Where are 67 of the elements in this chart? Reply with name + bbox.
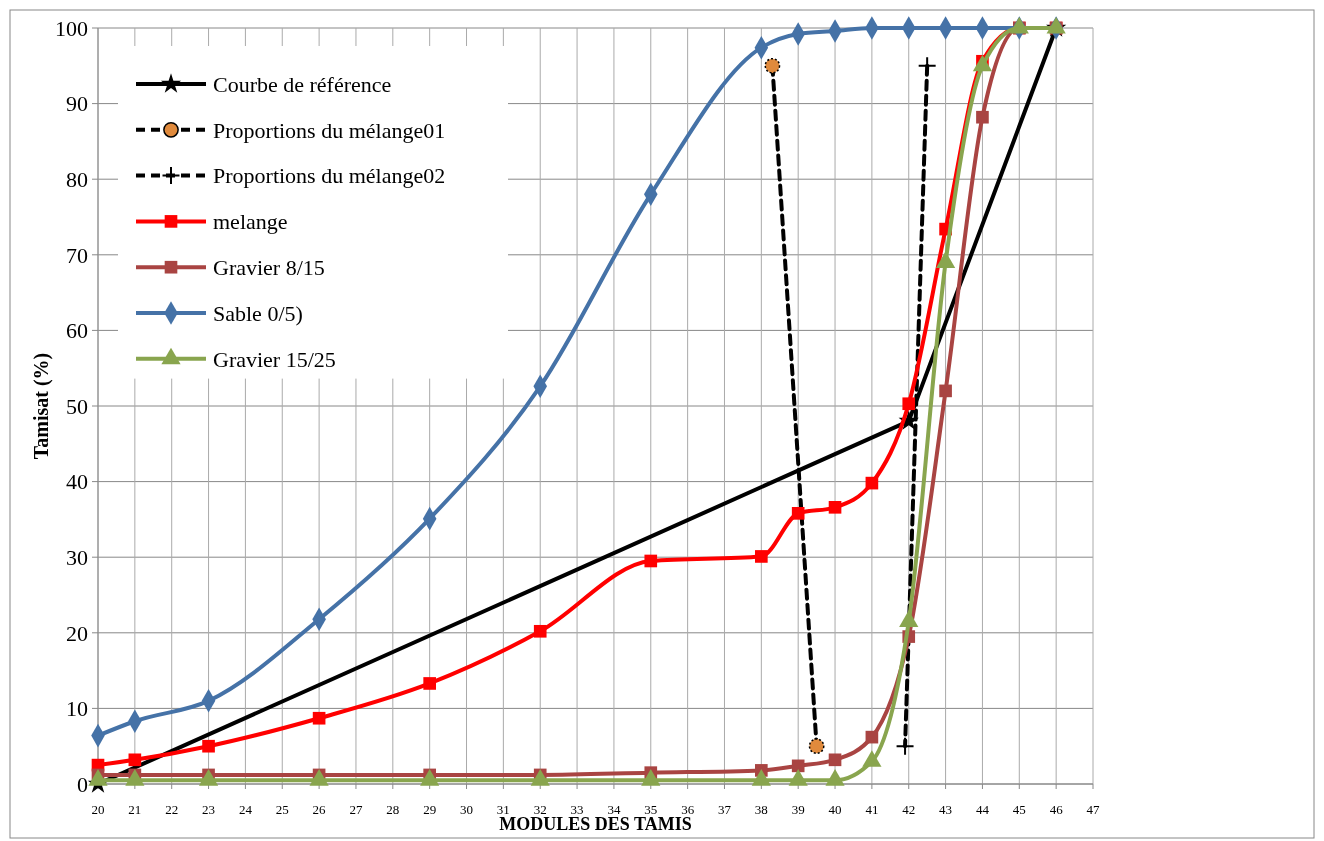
x-tick-label: 42 xyxy=(902,802,916,817)
x-axis-title: MODULES DES TAMIS xyxy=(499,814,692,834)
legend-label: Proportions du mélange02 xyxy=(213,163,446,189)
x-tick-label: 43 xyxy=(939,802,953,817)
point xyxy=(312,711,326,725)
x-tick-label: 32 xyxy=(533,802,547,817)
y-tick-label: 10 xyxy=(66,696,88,722)
point xyxy=(902,397,916,411)
legend-label: Sable 0/5) xyxy=(213,300,303,326)
x-tick-label: 38 xyxy=(754,802,768,817)
y-tick-label: 60 xyxy=(66,318,88,344)
y-tick-label: 80 xyxy=(66,166,88,192)
point xyxy=(895,736,915,756)
y-tick-label: 70 xyxy=(66,242,88,268)
x-tick-label: 35 xyxy=(644,802,658,817)
x-tick-label: 20 xyxy=(91,802,105,817)
point xyxy=(791,759,805,773)
x-tick-label: 26 xyxy=(312,802,327,817)
y-tick-label: 30 xyxy=(66,544,88,570)
point xyxy=(828,753,842,767)
x-tick-label: 22 xyxy=(165,802,179,817)
x-tick-label: 28 xyxy=(386,802,400,817)
point xyxy=(865,476,879,490)
x-tick-label: 37 xyxy=(717,802,732,817)
point xyxy=(764,57,781,74)
y-tick-label: 40 xyxy=(66,469,88,495)
point xyxy=(202,739,215,753)
point xyxy=(808,738,825,755)
x-tick-label: 31 xyxy=(496,802,510,817)
y-axis-title: Tamisat (%) xyxy=(30,352,53,460)
x-tick-label: 30 xyxy=(460,802,474,817)
y-tick-label: 20 xyxy=(66,620,88,646)
x-tick-label: 46 xyxy=(1049,802,1064,817)
x-tick-label: 47 xyxy=(1086,802,1100,817)
x-tick-label: 34 xyxy=(607,802,621,817)
y-tick-label: 100 xyxy=(55,15,88,41)
x-tick-label: 21 xyxy=(128,802,142,817)
legend-label: Gravier 8/15 xyxy=(213,254,325,280)
x-tick-label: 23 xyxy=(202,802,216,817)
point xyxy=(644,554,658,568)
x-tick-label: 36 xyxy=(681,802,695,817)
legend-label: Courbe de référence xyxy=(213,71,392,97)
x-tick-label: 39 xyxy=(791,802,805,817)
point xyxy=(939,384,952,398)
point xyxy=(423,677,436,690)
legend-label: melange xyxy=(213,209,288,235)
point xyxy=(755,550,768,563)
point xyxy=(828,500,842,514)
x-tick-label: 25 xyxy=(275,802,289,817)
point xyxy=(791,507,805,520)
x-tick-label: 27 xyxy=(349,802,363,817)
point xyxy=(128,753,142,767)
y-tick-label: 50 xyxy=(66,393,88,419)
x-tick-label: 45 xyxy=(1012,802,1026,817)
y-tick-label: 90 xyxy=(66,91,88,117)
x-tick-label: 24 xyxy=(238,802,253,817)
point xyxy=(865,730,879,744)
legend-label: Proportions du mélange01 xyxy=(213,117,446,143)
point xyxy=(533,624,547,638)
x-tick-label: 41 xyxy=(865,802,879,817)
x-tick-label: 40 xyxy=(828,802,842,817)
x-tick-label: 44 xyxy=(975,802,990,817)
x-tick-label: 33 xyxy=(570,802,584,817)
y-tick-label: 0 xyxy=(77,771,88,797)
legend-label: Gravier 15/25 xyxy=(213,346,336,372)
point xyxy=(976,110,989,124)
x-tick-label: 29 xyxy=(423,802,437,817)
